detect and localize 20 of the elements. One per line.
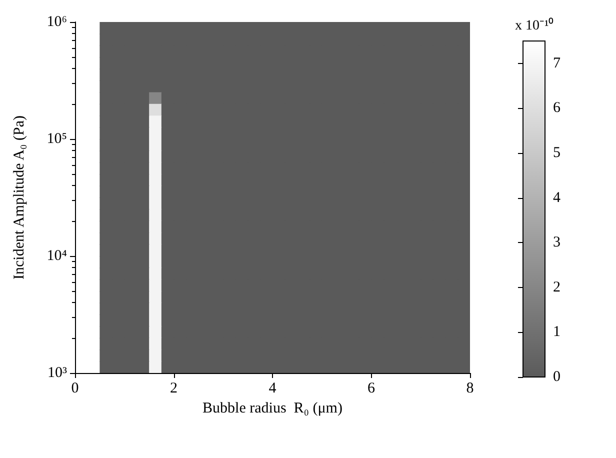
x-tick-label: 0	[71, 380, 79, 396]
x-tick-label: 8	[466, 380, 474, 396]
color-bar-label: 1	[553, 324, 560, 340]
x-axis-title: Bubble radius R₀ (μm)	[202, 400, 342, 416]
color-bar-title: x 10⁻¹⁰	[515, 18, 554, 34]
color-bar-label: 3	[553, 234, 560, 251]
color-bar-label: 0	[553, 369, 560, 385]
color-bar-label: 4	[553, 190, 561, 206]
y-tick-label: 10⁵	[46, 131, 67, 147]
y-tick-label: 10⁶	[46, 14, 67, 30]
color-bar-label: 5	[553, 145, 560, 161]
x-tick-label: 4	[268, 380, 277, 396]
y-axis-title: Incident Amplitude A₀ (Pa)	[12, 116, 28, 280]
color-bar-label: 6	[553, 100, 561, 116]
color-bar-label: 2	[553, 279, 560, 296]
x-tick-label: 6	[368, 380, 376, 396]
color-bar-label: 7	[553, 55, 561, 72]
y-tick-label: 10³	[48, 365, 68, 381]
x-tick-label: 2	[170, 380, 178, 396]
y-tick-label: 10⁴	[46, 248, 67, 264]
